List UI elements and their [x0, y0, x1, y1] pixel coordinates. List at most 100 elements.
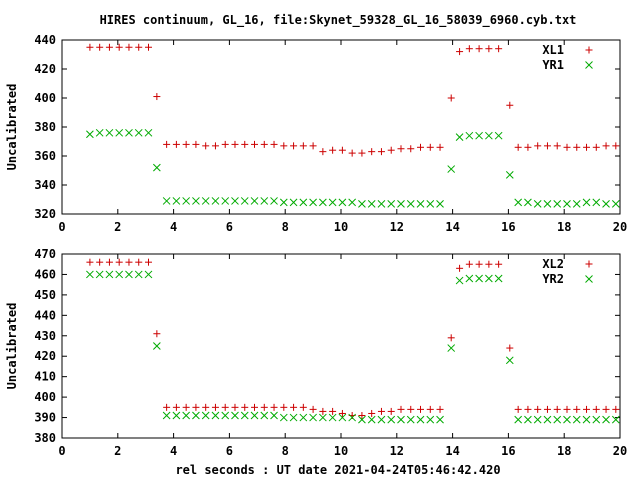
data-point-yr2: [231, 411, 239, 420]
data-point-yr1: [348, 198, 357, 207]
data-point-xl1: [182, 140, 190, 148]
data-point-xl2: [182, 403, 190, 411]
data-point-yr2: [426, 415, 435, 424]
data-point-yr1: [192, 197, 200, 205]
y-tick-label: 400: [34, 91, 56, 105]
data-point-yr1: [475, 131, 483, 140]
y-axis-label-top: Uncalibrated: [5, 84, 19, 171]
data-point-yr2: [416, 415, 425, 424]
data-point-xl1: [192, 140, 200, 148]
data-point-yr1: [211, 197, 220, 205]
data-point-yr2: [182, 411, 191, 420]
marks-top: [86, 43, 620, 208]
data-point-xl1: [524, 143, 532, 151]
data-point-yr2: [299, 413, 308, 422]
data-point-yr2: [455, 276, 464, 285]
data-point-yr2: [172, 411, 181, 420]
x-tick-label: 18: [557, 444, 571, 458]
data-point-xl2: [524, 405, 532, 413]
data-point-xl2: [397, 405, 405, 413]
data-point-xl2: [319, 407, 327, 415]
data-point-xl1: [172, 140, 180, 148]
data-point-yr1: [182, 197, 191, 205]
data-point-xl1: [426, 143, 434, 151]
data-point-yr2: [201, 411, 210, 420]
data-point-xl2: [465, 260, 473, 268]
data-point-xl1: [260, 140, 268, 148]
data-point-xl1: [144, 43, 152, 51]
x-tick-label: 16: [501, 220, 515, 234]
data-point-xl1: [299, 142, 307, 150]
data-point-yr1: [86, 130, 94, 139]
y-axis-label-bottom: Uncalibrated: [5, 303, 19, 390]
data-point-yr1: [505, 170, 514, 179]
data-point-xl2: [135, 258, 143, 266]
data-point-xl1: [329, 146, 337, 154]
data-point-yr1: [514, 198, 523, 207]
data-point-xl2: [172, 403, 180, 411]
data-point-xl2: [192, 403, 200, 411]
data-point-yr2: [553, 415, 562, 424]
data-point-xl2: [260, 403, 268, 411]
data-point-xl2: [309, 405, 317, 413]
data-point-yr1: [524, 198, 532, 207]
y-tick-label: 460: [34, 267, 56, 281]
data-point-yr1: [105, 128, 114, 137]
data-point-yr2: [153, 342, 161, 350]
data-point-yr2: [582, 415, 591, 424]
data-point-yr1: [572, 199, 581, 208]
data-point-yr1: [533, 199, 542, 208]
data-point-yr1: [144, 128, 153, 137]
data-point-yr2: [514, 415, 523, 424]
data-point-xl1: [231, 140, 239, 148]
legend-label-xl2: XL2: [542, 257, 564, 271]
data-point-xl2: [553, 405, 561, 413]
legend-label-xl1: XL1: [542, 43, 564, 57]
data-point-yr2: [95, 270, 104, 279]
data-point-xl2: [280, 403, 288, 411]
x-tick-label: 14: [445, 444, 459, 458]
data-point-xl2: [202, 403, 210, 411]
data-point-yr1: [162, 197, 171, 205]
data-point-yr1: [172, 197, 181, 205]
x-tick-label: 12: [390, 220, 404, 234]
data-point-yr1: [240, 197, 249, 205]
x-tick-label: 4: [170, 220, 177, 234]
data-point-xl1: [592, 143, 600, 151]
y-tick-label: 360: [34, 149, 56, 163]
data-point-xl1: [368, 148, 376, 156]
data-point-yr1: [406, 199, 415, 208]
data-point-xl1: [241, 140, 249, 148]
data-point-xl2: [96, 258, 104, 266]
data-point-xl1: [456, 48, 464, 56]
x-tick-label: 8: [282, 220, 289, 234]
data-point-xl2: [329, 407, 337, 415]
data-point-xl1: [583, 143, 591, 151]
y-tick-label: 320: [34, 207, 56, 221]
data-point-xl2: [485, 260, 493, 268]
data-point-xl1: [417, 143, 425, 151]
data-point-yr2: [328, 413, 337, 422]
plot-frame-top: [61, 39, 621, 215]
data-point-xl2: [251, 403, 259, 411]
data-point-yr2: [377, 415, 386, 424]
data-point-yr1: [553, 199, 562, 208]
data-point-yr1: [125, 128, 133, 137]
data-point-yr2: [105, 270, 114, 279]
data-point-xl1: [319, 148, 327, 156]
data-point-yr2: [125, 270, 133, 279]
y-tick-label: 450: [34, 288, 56, 302]
data-point-yr2: [485, 274, 493, 283]
data-point-xl1: [348, 149, 356, 157]
data-point-xl1: [309, 142, 317, 150]
x-tick-label: 12: [390, 444, 404, 458]
data-point-xl2: [163, 403, 171, 411]
data-point-yr1: [397, 199, 405, 208]
data-point-yr1: [455, 133, 464, 142]
data-point-yr2: [447, 344, 456, 352]
data-point-xl2: [407, 405, 415, 413]
data-point-yr2: [358, 415, 366, 424]
data-point-yr1: [153, 163, 161, 172]
